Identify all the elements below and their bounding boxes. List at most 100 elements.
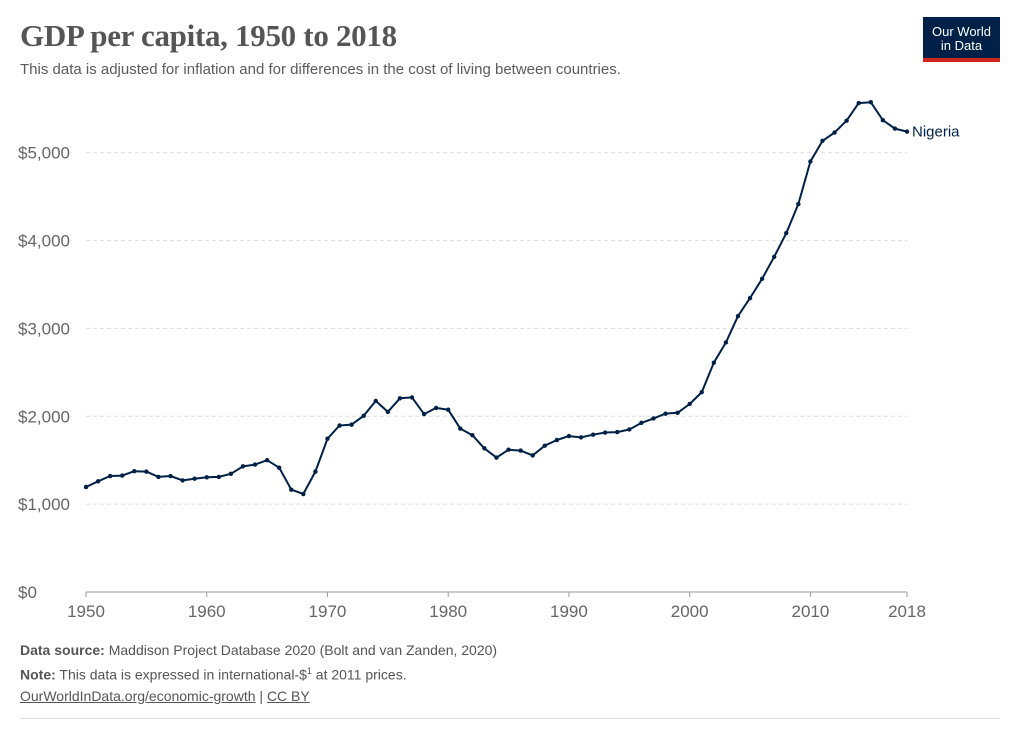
- data-point[interactable]: [216, 474, 222, 480]
- logo-line-1: Our World: [932, 24, 991, 39]
- data-point[interactable]: [747, 295, 753, 301]
- data-point[interactable]: [373, 398, 378, 404]
- x-tick-label: 1980: [429, 602, 467, 621]
- data-point[interactable]: [759, 276, 765, 281]
- data-point[interactable]: [590, 432, 596, 437]
- data-point[interactable]: [880, 118, 886, 123]
- data-point[interactable]: [446, 407, 451, 412]
- data-point[interactable]: [771, 254, 777, 260]
- data-point[interactable]: [180, 478, 185, 483]
- data-point[interactable]: [711, 360, 717, 365]
- data-point[interactable]: [313, 469, 318, 474]
- data-point[interactable]: [132, 468, 137, 474]
- note-line: Note: This data is expressed in internat…: [20, 661, 497, 686]
- data-point[interactable]: [663, 411, 668, 416]
- chart-footer: Data source: Maddison Project Database 2…: [20, 640, 497, 707]
- data-point[interactable]: [276, 465, 282, 470]
- data-point[interactable]: [808, 159, 813, 164]
- data-point[interactable]: [470, 432, 475, 438]
- data-point[interactable]: [542, 443, 547, 448]
- data-point[interactable]: [530, 453, 535, 458]
- data-point[interactable]: [796, 201, 801, 207]
- note-text-after: at 2011 prices.: [311, 666, 407, 683]
- data-point[interactable]: [687, 401, 692, 407]
- data-point[interactable]: [385, 409, 391, 415]
- data-point[interactable]: [120, 473, 125, 478]
- data-point[interactable]: [832, 130, 837, 135]
- data-source-label: Data source:: [20, 642, 105, 658]
- data-point[interactable]: [566, 433, 572, 439]
- data-point[interactable]: [615, 429, 620, 435]
- chart-title: GDP per capita, 1950 to 2018: [20, 18, 397, 53]
- x-tick-label: 1960: [188, 602, 226, 621]
- data-point[interactable]: [482, 446, 487, 451]
- data-point[interactable]: [868, 99, 873, 105]
- data-point[interactable]: [735, 313, 741, 319]
- data-point[interactable]: [289, 487, 294, 492]
- x-tick-label: 1970: [309, 602, 347, 621]
- data-point[interactable]: [494, 455, 499, 460]
- data-point[interactable]: [301, 491, 306, 497]
- data-point[interactable]: [458, 426, 463, 431]
- data-point[interactable]: [892, 126, 898, 131]
- note-text-before: This data is expressed in international-…: [59, 666, 307, 683]
- data-point[interactable]: [204, 475, 209, 480]
- x-axis: 1950 1960 1970 1980 1990 2000 2010 2018: [67, 592, 926, 621]
- data-point[interactable]: [144, 469, 149, 474]
- data-point[interactable]: [156, 474, 161, 480]
- x-tick-label: 1950: [67, 602, 105, 621]
- data-point[interactable]: [349, 422, 354, 427]
- data-point[interactable]: [433, 405, 439, 411]
- data-point[interactable]: [83, 484, 89, 490]
- data-point[interactable]: [228, 471, 234, 477]
- data-point[interactable]: [627, 427, 632, 432]
- data-point[interactable]: [506, 447, 511, 452]
- data-point[interactable]: [325, 436, 330, 441]
- y-tick-label: $1,000: [18, 495, 70, 514]
- data-point[interactable]: [168, 473, 173, 479]
- data-point[interactable]: [397, 396, 403, 401]
- data-source-line: Data source: Maddison Project Database 2…: [20, 640, 497, 661]
- y-tick-label: $2,000: [18, 407, 70, 426]
- license-link[interactable]: CC BY: [266, 687, 310, 704]
- series-label-nigeria: Nigeria: [912, 124, 960, 141]
- data-point[interactable]: [518, 448, 523, 453]
- data-point[interactable]: [856, 100, 861, 106]
- data-point[interactable]: [409, 395, 415, 400]
- data-point[interactable]: [107, 473, 113, 479]
- owid-logo[interactable]: Our World in Data: [923, 17, 1000, 62]
- data-point[interactable]: [784, 230, 789, 236]
- data-point[interactable]: [723, 340, 729, 345]
- data-point[interactable]: [240, 464, 246, 469]
- y-tick-label: $4,000: [18, 232, 70, 251]
- data-point[interactable]: [192, 476, 197, 481]
- data-point[interactable]: [904, 129, 910, 134]
- data-point[interactable]: [95, 479, 101, 484]
- data-point[interactable]: [554, 437, 560, 443]
- data-point[interactable]: [264, 458, 270, 463]
- x-tick-label: 2010: [791, 602, 829, 621]
- data-point[interactable]: [820, 138, 825, 144]
- data-point[interactable]: [602, 430, 608, 435]
- grid-lines: [86, 152, 907, 593]
- footer-divider: [20, 718, 1000, 719]
- note-label: Note:: [20, 666, 56, 683]
- note-footnote-marker[interactable]: 1: [306, 666, 312, 676]
- data-point[interactable]: [651, 416, 656, 421]
- data-point[interactable]: [421, 411, 427, 417]
- source-link[interactable]: OurWorldInData.org/economic-growth: [20, 687, 256, 704]
- data-point[interactable]: [578, 435, 584, 440]
- data-point[interactable]: [675, 410, 680, 415]
- data-point[interactable]: [699, 389, 704, 395]
- chart-subtitle: This data is adjusted for inflation and …: [20, 61, 621, 78]
- logo-line-2: in Data: [940, 38, 983, 53]
- data-point[interactable]: [337, 423, 342, 428]
- x-tick-label: 2018: [888, 602, 926, 621]
- data-point[interactable]: [361, 413, 366, 419]
- x-tick-label: 1990: [550, 602, 588, 621]
- x-tick-label: 2000: [671, 602, 709, 621]
- data-point[interactable]: [844, 118, 849, 123]
- data-point[interactable]: [252, 462, 258, 467]
- data-point[interactable]: [639, 420, 644, 426]
